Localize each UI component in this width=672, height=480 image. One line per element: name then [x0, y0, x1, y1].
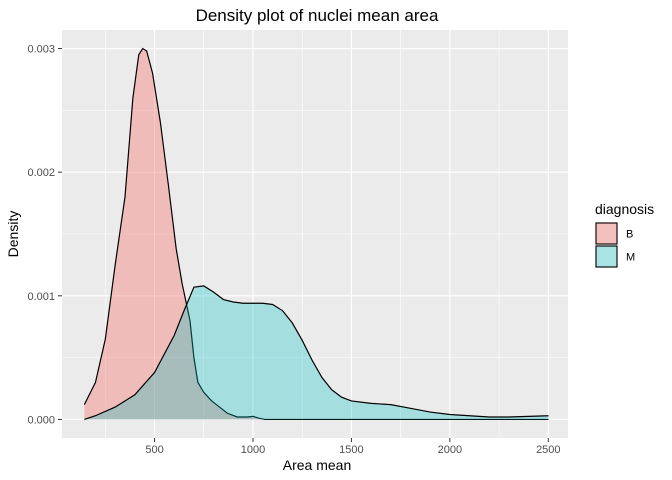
legend-swatch-B — [595, 222, 618, 245]
y-axis-ticks: 0.000 0.001 0.002 0.003 — [27, 44, 62, 426]
legend-swatch-M — [595, 245, 618, 268]
x-axis-ticks: 500 1000 1500 2000 2500 — [145, 438, 561, 456]
x-tick-label: 2500 — [536, 444, 560, 456]
density-line-M — [84, 285, 549, 421]
x-tick-label: 1500 — [339, 444, 363, 456]
density-area-B — [84, 48, 549, 420]
chart-title: Density plot of nuclei mean area — [196, 6, 439, 25]
y-tick-label: 0.001 — [27, 291, 55, 303]
y-tick-label: 0.002 — [27, 167, 55, 179]
x-axis-title: Area mean — [283, 457, 351, 473]
legend-title: diagnosis — [595, 201, 654, 217]
y-tick-label: 0.003 — [27, 44, 55, 56]
legend: diagnosis BM — [595, 201, 654, 268]
density-areas — [83, 47, 549, 421]
legend-items: BM — [595, 222, 635, 268]
density-line-B — [83, 47, 549, 421]
legend-label-B: B — [626, 229, 633, 241]
x-tick-label: 500 — [145, 444, 163, 456]
legend-key-bg — [595, 245, 618, 268]
density-area-M — [84, 285, 549, 420]
y-axis-title: Density — [5, 211, 21, 258]
legend-label-M: M — [626, 252, 635, 264]
x-tick-label: 1000 — [241, 444, 265, 456]
legend-key-bg — [595, 222, 618, 245]
x-tick-label: 2000 — [438, 444, 462, 456]
y-tick-label: 0.000 — [27, 414, 55, 426]
